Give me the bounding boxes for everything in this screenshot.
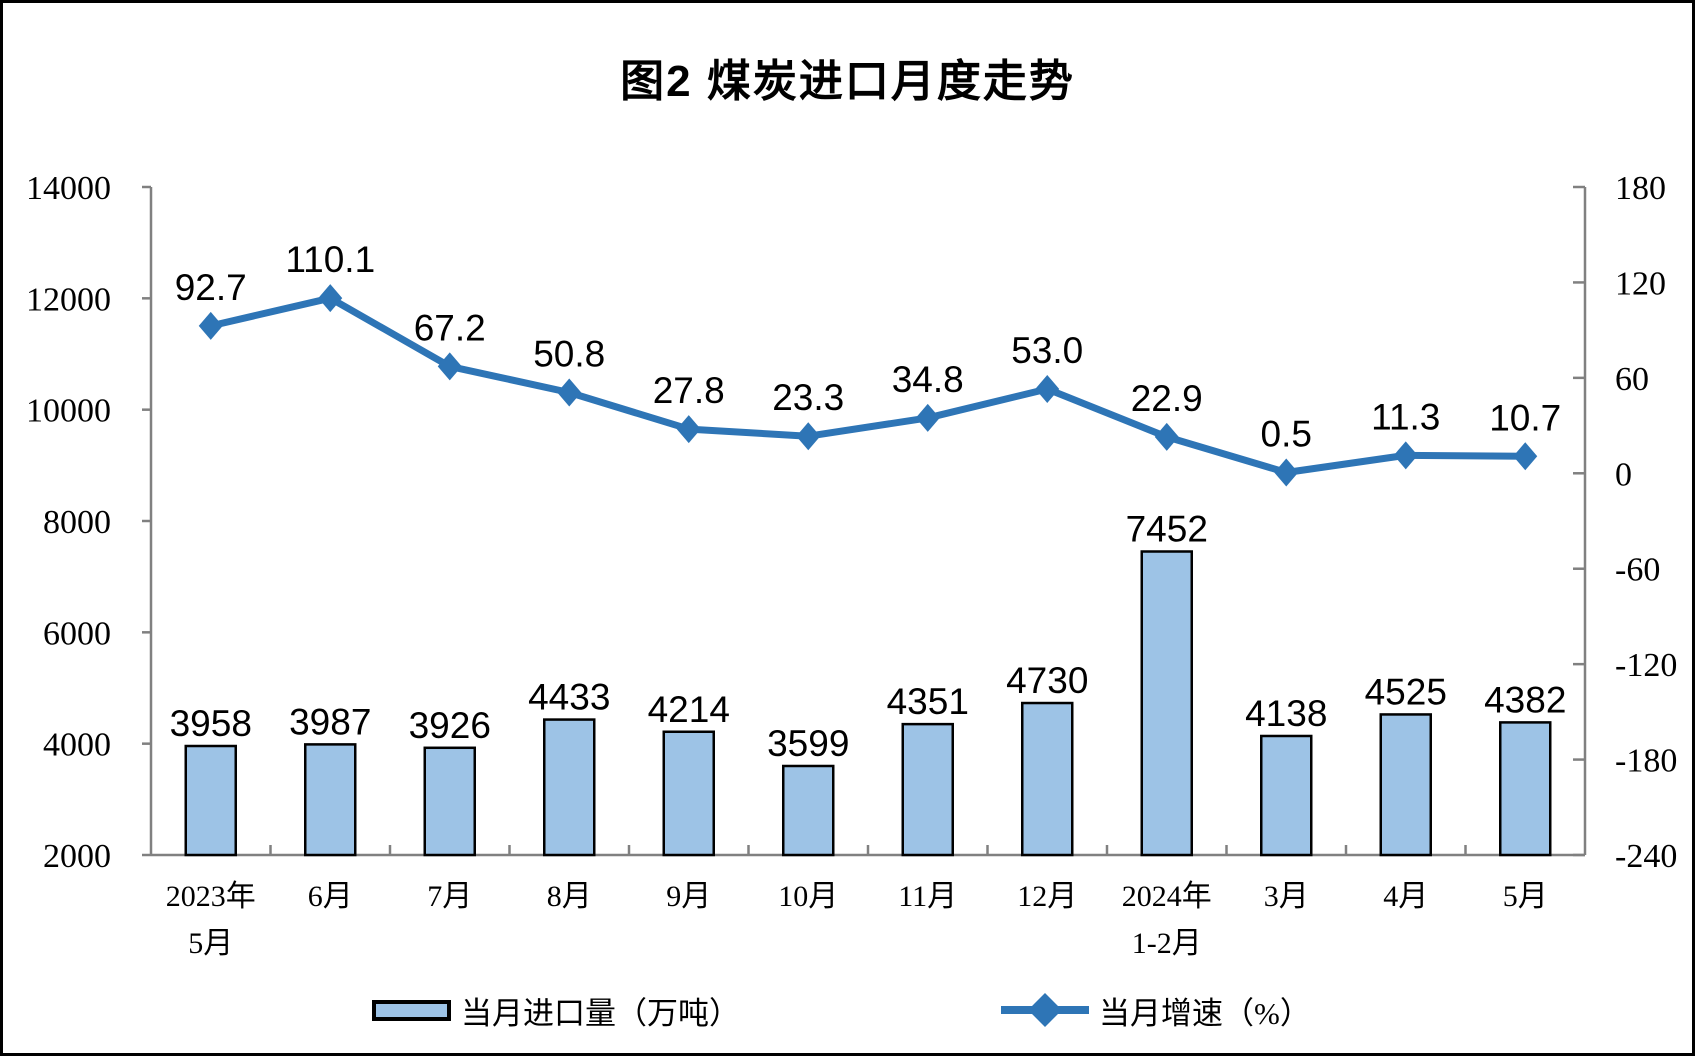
category-label: 3月: [1264, 880, 1309, 913]
left-axis-tick-label: 4000: [43, 727, 111, 764]
bar-value-label: 7452: [1126, 509, 1208, 550]
right-axis-tick-label: -240: [1615, 838, 1677, 875]
bar-value-label: 3987: [289, 701, 371, 742]
growth-point-diamond-icon: [676, 415, 701, 444]
left-axis-tick-label: 6000: [43, 615, 111, 652]
growth-point-diamond-icon: [437, 352, 462, 381]
growth-value-label: 50.8: [533, 333, 605, 374]
growth-value-label: 23.3: [772, 377, 844, 418]
growth-value-label: 11.3: [1371, 396, 1440, 437]
bar-swatch-icon: [372, 999, 451, 1021]
category-label: 10月: [778, 880, 838, 913]
chart-title: 图2 煤炭进口月度走势: [620, 57, 1075, 106]
category-label: 5月: [1503, 880, 1548, 913]
category-label: 5月: [188, 927, 233, 960]
bar-value-label: 4730: [1006, 660, 1088, 701]
growth-value-label: 34.8: [892, 359, 964, 400]
chart-canvas: 2000 4000 6000 8000 10000 12000 14000 -240 -180 -…: [26, 170, 1677, 960]
growth-point-diamond-icon: [1513, 442, 1538, 471]
right-axis-tick-label: 0: [1615, 456, 1632, 493]
bar: [423, 746, 476, 857]
legend-item-growth: 当月增速（%）: [1001, 993, 1311, 1031]
growth-value-label: 0.5: [1261, 413, 1312, 454]
growth-point-diamond-icon: [1393, 441, 1418, 470]
bar-value-label: 3926: [409, 705, 491, 746]
line-diamond-swatch-icon: [1001, 993, 1089, 1027]
bar: [1260, 734, 1313, 857]
bar: [304, 743, 357, 857]
category-label: 8月: [547, 880, 592, 913]
growth-value-label: 22.9: [1131, 378, 1203, 419]
category-label: 1-2月: [1132, 927, 1202, 960]
bar-value-label: 4433: [528, 677, 610, 718]
growth-line: [207, 294, 1529, 476]
category-label: 2024年: [1122, 880, 1212, 913]
left-axis-tick-label: 12000: [26, 281, 111, 318]
legend-diamond-marker: [1028, 993, 1062, 1027]
bar: [543, 718, 596, 857]
category-label: 6月: [308, 880, 353, 913]
left-axis-tick-label: 14000: [26, 170, 111, 207]
growth-point-diamond-icon: [198, 311, 223, 340]
right-axis-tick-label: -120: [1615, 647, 1677, 684]
growth-point-diamond-icon: [1274, 458, 1299, 487]
left-axis-tick-label: 2000: [43, 838, 111, 875]
growth-point-diamond-icon: [915, 403, 940, 432]
category-label: 12月: [1017, 880, 1077, 913]
category-label: 4月: [1383, 880, 1428, 913]
growth-value-label: 10.7: [1489, 397, 1561, 438]
bar-value-label: 4382: [1484, 679, 1566, 720]
growth-point-diamond-icon: [796, 422, 821, 451]
bar: [1379, 713, 1432, 857]
growth-point-diamond-icon: [1035, 374, 1060, 403]
right-axis-tick-label: 120: [1615, 265, 1666, 302]
category-label: 9月: [666, 880, 711, 913]
bar-value-label: 4351: [887, 681, 969, 722]
bar: [901, 722, 954, 857]
bar-value-label: 4214: [648, 689, 730, 730]
growth-value-label: 27.8: [653, 370, 725, 411]
growth-value-label: 110.1: [285, 239, 375, 280]
legend-item-imports: 当月进口量（万吨）: [372, 995, 740, 1031]
growth-point-diamond-icon: [1154, 422, 1179, 451]
bar-value-label: 3599: [767, 723, 849, 764]
legend-label-growth: 当月增速（%）: [1099, 995, 1311, 1031]
growth-point-diamond-icon: [318, 284, 343, 313]
bar: [1021, 701, 1074, 857]
category-label: 11月: [898, 880, 957, 913]
bar: [782, 764, 835, 857]
bar-value-label: 4138: [1245, 693, 1327, 734]
growth-value-label: 92.7: [175, 267, 247, 308]
bar: [662, 730, 715, 857]
right-axis-tick-label: -60: [1615, 552, 1660, 589]
bar: [184, 744, 237, 857]
category-label: 7月: [427, 880, 472, 913]
right-axis-tick-label: -180: [1615, 743, 1677, 780]
left-axis-tick-label: 10000: [26, 393, 111, 430]
right-axis-tick-label: 60: [1615, 361, 1649, 398]
bar: [1140, 550, 1193, 857]
category-label: 2023年: [166, 880, 256, 913]
legend-label-imports: 当月进口量（万吨）: [461, 995, 740, 1031]
bar-value-label: 4525: [1365, 671, 1447, 712]
bar: [1499, 721, 1552, 857]
left-axis-tick-label: 8000: [43, 504, 111, 541]
bar-value-label: 3958: [170, 703, 252, 744]
growth-point-diamond-icon: [557, 378, 582, 407]
growth-value-label: 67.2: [414, 307, 486, 348]
right-axis-tick-label: 180: [1615, 170, 1666, 207]
growth-value-label: 53.0: [1011, 330, 1083, 371]
